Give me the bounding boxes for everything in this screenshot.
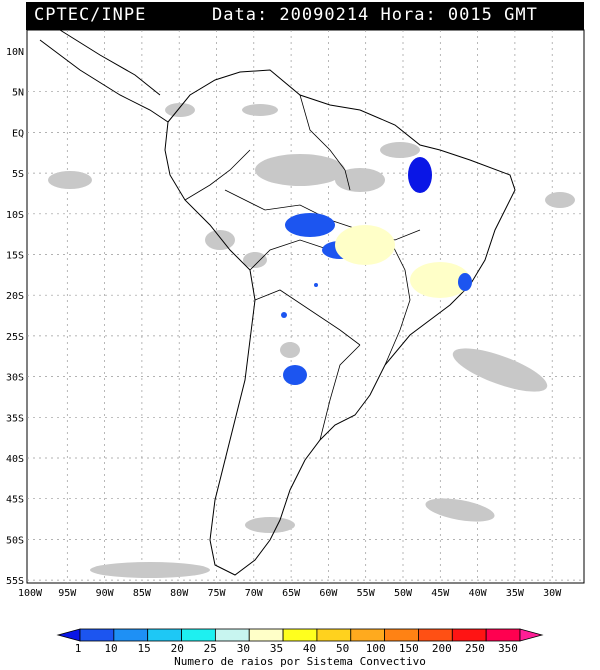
source-label: CPTEC/INPE xyxy=(34,5,147,25)
colorbar-label: 350 xyxy=(498,642,518,655)
central-america-outline-2 xyxy=(59,29,161,96)
colorbar-label: 20 xyxy=(171,642,184,655)
latitude-labels: 10N 5N EQ 5S 10S 15S 20S 25S 30S 35S 40S 45S 50S 55S xyxy=(6,47,24,587)
longitude-labels: 100W 95W 90W 85W 80W 75W 70W 65W 60W 55W 50W 45W 40W… xyxy=(18,588,562,599)
colorbar-arrow-right xyxy=(519,628,544,642)
latitude-label: 15S xyxy=(6,251,24,262)
colorbar-label: 25 xyxy=(204,642,217,655)
longitude-label: 35W xyxy=(506,588,525,599)
colorbar-label: 50 xyxy=(336,642,349,655)
datetime-label: Data: 20090214 Hora: 0015 GMT xyxy=(212,5,538,25)
convective-system xyxy=(281,312,287,318)
latitude-label: 25S xyxy=(6,332,24,343)
colorbar-segment xyxy=(113,628,149,642)
colorbar-arrow-left xyxy=(56,628,81,642)
convective-system xyxy=(314,283,318,287)
longitude-label: 75W xyxy=(207,588,226,599)
colorbar-segment xyxy=(147,628,182,642)
central-america-outline xyxy=(39,39,169,123)
convective-system xyxy=(335,225,395,265)
convective-system xyxy=(408,157,432,193)
latitude-label: 55S xyxy=(6,576,24,587)
latitude-label: 10S xyxy=(6,210,24,221)
colorbar-title: Numero de raios por Sistema Convectivo xyxy=(174,655,426,668)
colorbar-label: 150 xyxy=(399,642,419,655)
latitude-label: 50S xyxy=(6,535,24,546)
latitude-label: EQ xyxy=(12,128,24,139)
colorbar-segment xyxy=(418,628,453,642)
country-borders xyxy=(184,94,421,441)
longitude-label: 65W xyxy=(282,588,301,599)
latitude-label: 5S xyxy=(12,169,24,180)
convective-system xyxy=(458,273,472,291)
colorbar-label: 35 xyxy=(270,642,283,655)
longitude-label: 90W xyxy=(96,588,115,599)
latitude-label: 20S xyxy=(6,291,24,302)
longitude-label: 95W xyxy=(58,588,77,599)
map-header: CPTEC/INPE Data: 20090214 Hora: 0015 GMT xyxy=(26,2,584,30)
longitude-label: 80W xyxy=(170,588,189,599)
colorbar-segment xyxy=(384,628,419,642)
latitude-label: 40S xyxy=(6,454,24,465)
convective-system xyxy=(285,213,335,237)
longitude-label: 55W xyxy=(357,588,376,599)
latitude-label: 5N xyxy=(12,88,24,99)
colorbar-segment xyxy=(214,628,250,642)
longitude-label: 85W xyxy=(133,588,152,599)
convective-system xyxy=(410,262,470,298)
colorbar-label: 200 xyxy=(432,642,452,655)
latitude-label: 35S xyxy=(6,413,24,424)
coastlines xyxy=(39,29,516,576)
colorbar-label: 40 xyxy=(303,642,316,655)
latitude-label: 45S xyxy=(6,495,24,506)
longitude-label: 70W xyxy=(245,588,264,599)
longitude-label: 30W xyxy=(543,588,562,599)
colorbar-segment xyxy=(282,628,318,642)
cloud-areas xyxy=(48,103,575,578)
colorbar-label: 100 xyxy=(366,642,386,655)
latitude-label: 10N xyxy=(6,47,24,58)
colorbar-segment xyxy=(485,628,521,642)
longitude-label: 60W xyxy=(319,588,338,599)
colorbar-label: 15 xyxy=(138,642,151,655)
colorbar-segment xyxy=(316,628,352,642)
colorbar-label: 1 xyxy=(75,642,82,655)
colorbar-segment xyxy=(350,628,386,642)
convective-systems xyxy=(281,157,472,385)
colorbar-label: 10 xyxy=(104,642,117,655)
colorbar: 1 10 15 20 25 30 35 40 50 100 150 200 250 350 xyxy=(56,628,544,655)
longitude-label: 45W xyxy=(431,588,450,599)
south-america-outline xyxy=(164,69,516,576)
convective-system xyxy=(283,365,307,385)
map-frame xyxy=(26,29,585,584)
colorbar-segment xyxy=(79,628,115,642)
latitude-label: 30S xyxy=(6,373,24,384)
longitude-label: 40W xyxy=(469,588,488,599)
longitude-label: 50W xyxy=(394,588,413,599)
colorbar-segment xyxy=(451,628,487,642)
longitude-label: 100W xyxy=(18,588,43,599)
colorbar-label: 250 xyxy=(465,642,485,655)
colorbar-segment xyxy=(181,628,216,642)
colorbar-label: 30 xyxy=(237,642,250,655)
colorbar-segment xyxy=(248,628,284,642)
